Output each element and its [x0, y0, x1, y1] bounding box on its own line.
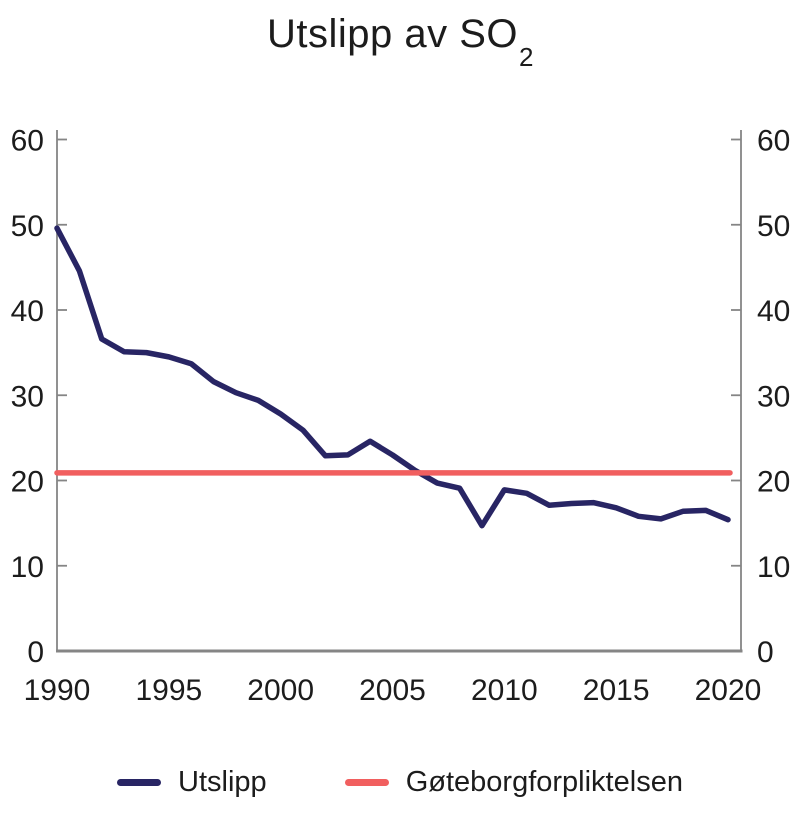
chart-title: Utslipp av SO2	[0, 12, 800, 70]
y-tick-label-left: 30	[11, 380, 44, 413]
legend-label-utslipp: Utslipp	[178, 766, 267, 798]
y-tick-label-right: 30	[757, 380, 790, 413]
x-tick-label: 2020	[695, 674, 762, 707]
x-tick-label: 2015	[583, 674, 650, 707]
x-tick-label: 2010	[471, 674, 538, 707]
chart-title-main: Utslipp av SO	[267, 12, 519, 56]
y-tick-label-left: 40	[11, 295, 44, 328]
commitment-line-swatch	[344, 779, 389, 786]
y-tick-label-left: 0	[27, 636, 44, 669]
x-tick-label: 1990	[24, 674, 91, 707]
legend-item-utslipp: Utslipp	[117, 766, 267, 799]
y-tick-label-left: 20	[11, 466, 44, 499]
legend-item-gothenburg: Gøteborgforpliktelsen	[344, 766, 683, 799]
y-tick-label-right: 20	[757, 466, 790, 499]
y-tick-label-right: 10	[757, 551, 790, 584]
y-tick-label-left: 10	[11, 551, 44, 584]
y-tick-label-right: 50	[757, 210, 790, 243]
y-tick-label-right: 60	[757, 125, 790, 158]
x-tick-label: 1995	[135, 674, 202, 707]
y-tick-label-right: 0	[757, 636, 774, 669]
emissions-line	[54, 225, 731, 529]
chart-title-subscript: 2	[519, 42, 534, 72]
legend-label-gothenburg: Gøteborgforpliktelsen	[405, 766, 683, 798]
emissions-line-swatch	[117, 779, 162, 786]
chart-legend: Utslipp Gøteborgforpliktelsen	[0, 766, 800, 799]
y-tick-label-right: 40	[757, 295, 790, 328]
x-tick-label: 2005	[359, 674, 426, 707]
x-tick-label: 2000	[247, 674, 314, 707]
y-tick-label-left: 60	[11, 125, 44, 158]
y-tick-label-left: 50	[11, 210, 44, 243]
